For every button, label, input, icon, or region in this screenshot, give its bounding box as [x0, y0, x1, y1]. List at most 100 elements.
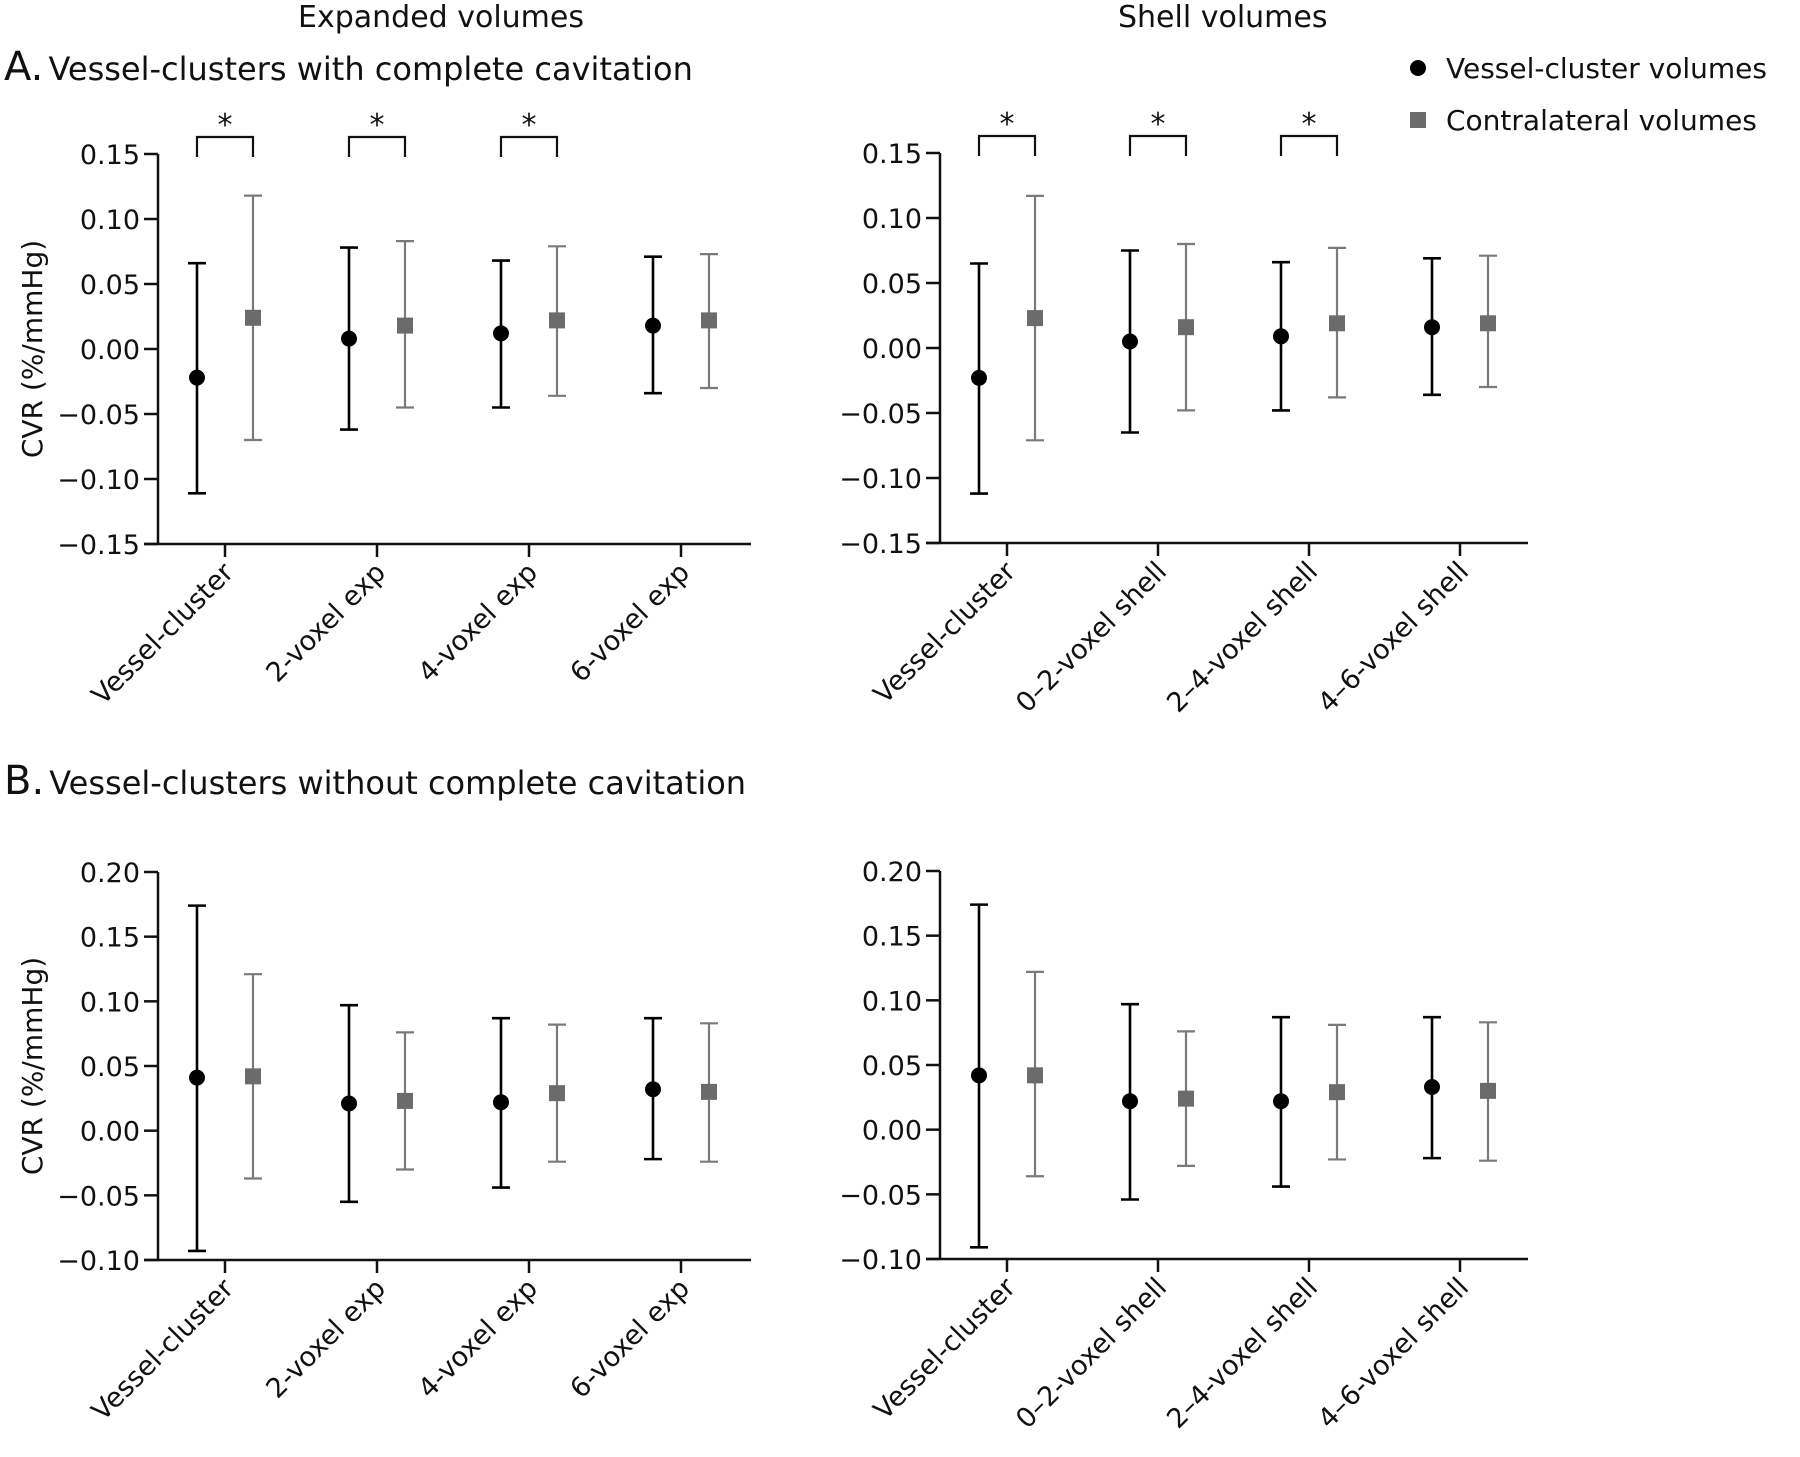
significance-star: * — [370, 108, 385, 143]
panel-b-letter: B. — [4, 758, 45, 804]
legend-item-contralateral: Contralateral volumes — [1400, 94, 1767, 146]
panel-b-heading: B. Vessel-clusters without complete cavi… — [4, 758, 746, 804]
contralateral-point — [1178, 1090, 1194, 1107]
y-tick-label: 0.00 — [862, 334, 922, 365]
y-tick-label: −0.05 — [839, 399, 922, 430]
contralateral-point — [245, 1068, 261, 1085]
circle-marker-icon — [1410, 60, 1426, 76]
vessel-cluster-point — [645, 1081, 661, 1098]
x-tick-label: 4–6-voxel shell — [1312, 556, 1475, 719]
vessel-cluster-point — [971, 1067, 987, 1084]
x-tick-label: 6-voxel exp — [564, 1273, 695, 1404]
y-tick-label: 0.10 — [80, 205, 140, 236]
vessel-cluster-point — [1424, 319, 1440, 336]
vessel-cluster-point — [189, 369, 205, 386]
contralateral-point — [1027, 310, 1043, 327]
column-title-shell: Shell volumes — [1118, 0, 1328, 35]
vessel-cluster-point — [341, 330, 357, 347]
significance-star: * — [522, 108, 537, 143]
y-tick-label: 0.15 — [80, 923, 140, 954]
contralateral-point — [1027, 1067, 1043, 1084]
y-tick-label: −0.15 — [57, 530, 140, 561]
vessel-cluster-point — [1122, 333, 1138, 350]
vessel-cluster-point — [971, 369, 987, 386]
x-tick-label: Vessel-cluster — [868, 555, 1023, 710]
significance-star: * — [1151, 107, 1166, 142]
significance-bracket — [977, 134, 1037, 156]
vessel-cluster-point — [1273, 328, 1289, 345]
y-tick-label: 0.15 — [862, 922, 922, 953]
vessel-cluster-point — [1424, 1078, 1440, 1095]
y-tick-label: 0.20 — [80, 858, 140, 889]
chart-A-expanded: 0.15 0.10 0.05 0.00 −0.05 −0.10 −0.15 CVR (%/mm… — [16, 108, 751, 711]
y-tick-label: 0.05 — [80, 270, 140, 301]
vessel-cluster-point — [1122, 1093, 1138, 1110]
y-tick-label: −0.10 — [57, 1246, 140, 1277]
x-tick-label: Vessel-cluster — [868, 1271, 1023, 1426]
panel-b-title: Vessel-clusters without complete cavitat… — [49, 764, 747, 802]
square-marker-icon — [1410, 112, 1426, 128]
legend: Vessel-cluster volumes Contralateral vol… — [1400, 42, 1767, 146]
x-tick-label: 2-voxel exp — [260, 557, 391, 688]
y-tick-label: 0.15 — [862, 139, 922, 170]
y-tick-label: 0.20 — [862, 857, 922, 888]
y-tick-label: −0.05 — [57, 1181, 140, 1212]
chart-B-shell: 0.20 0.15 0.10 0.05 0.00 −0.05 −0.10Vessel-clu… — [839, 857, 1528, 1435]
x-tick-label: 2-voxel exp — [260, 1273, 391, 1404]
y-axis-label: CVR (%/mmHg) — [16, 240, 49, 458]
contralateral-point — [397, 317, 413, 334]
x-tick-label: Vessel-cluster — [86, 1272, 241, 1427]
y-tick-label: 0.10 — [80, 987, 140, 1018]
y-tick-label: 0.05 — [862, 1051, 922, 1082]
significance-star: * — [1302, 107, 1317, 142]
chart-B-expanded: 0.20 0.15 0.10 0.05 0.00 −0.05 −0.10 CVR (%/mmH… — [16, 858, 751, 1427]
y-tick-label: 0.10 — [862, 204, 922, 235]
y-tick-label: −0.05 — [839, 1180, 922, 1211]
contralateral-point — [701, 312, 717, 329]
x-tick-label: 2–4-voxel shell — [1161, 1272, 1324, 1435]
x-tick-label: 0–2-voxel shell — [1010, 1272, 1173, 1435]
significance-bracket — [1128, 134, 1188, 156]
panel-a-title: Vessel-clusters with complete cavitation — [48, 50, 693, 88]
x-tick-label: 4-voxel exp — [412, 1273, 543, 1404]
vessel-cluster-point — [493, 1094, 509, 1111]
y-axis-label: CVR (%/mmHg) — [16, 957, 49, 1175]
vessel-cluster-point — [1273, 1093, 1289, 1110]
significance-star: * — [218, 108, 233, 143]
chart-A-shell: 0.15 0.10 0.05 0.00 −0.05 −0.10 −0.15Vessel-cl… — [839, 107, 1528, 719]
x-tick-label: 0–2-voxel shell — [1010, 556, 1173, 719]
contralateral-point — [397, 1092, 413, 1109]
contralateral-point — [701, 1083, 717, 1100]
x-tick-label: Vessel-cluster — [86, 556, 241, 711]
y-tick-label: −0.15 — [839, 529, 922, 560]
x-tick-label: 4–6-voxel shell — [1312, 1272, 1475, 1435]
y-tick-label: 0.10 — [862, 986, 922, 1017]
significance-star: * — [1000, 107, 1015, 142]
contralateral-point — [1329, 315, 1345, 332]
y-tick-label: 0.00 — [80, 335, 140, 366]
y-tick-label: −0.10 — [839, 464, 922, 495]
contralateral-point — [1178, 319, 1194, 336]
legend-item-vessel: Vessel-cluster volumes — [1400, 42, 1767, 94]
contralateral-point — [1480, 315, 1496, 332]
significance-bracket — [195, 135, 255, 157]
panel-a-heading: A. Vessel-clusters with complete cavitat… — [4, 44, 693, 90]
contralateral-point — [549, 312, 565, 329]
y-tick-label: 0.00 — [862, 1116, 922, 1147]
vessel-cluster-point — [493, 325, 509, 342]
y-tick-label: 0.05 — [862, 269, 922, 300]
x-tick-label: 4-voxel exp — [412, 557, 543, 688]
y-tick-label: 0.00 — [80, 1117, 140, 1148]
contralateral-point — [1480, 1082, 1496, 1099]
x-tick-label: 2–4-voxel shell — [1161, 556, 1324, 719]
significance-bracket — [499, 135, 559, 157]
significance-bracket — [1279, 134, 1339, 156]
contralateral-point — [1329, 1084, 1345, 1101]
vessel-cluster-point — [189, 1069, 205, 1086]
panel-a-letter: A. — [4, 44, 44, 90]
y-tick-label: 0.15 — [80, 140, 140, 171]
contralateral-point — [245, 309, 261, 326]
y-tick-label: −0.10 — [839, 1245, 922, 1276]
column-title-expanded: Expanded volumes — [298, 0, 584, 35]
